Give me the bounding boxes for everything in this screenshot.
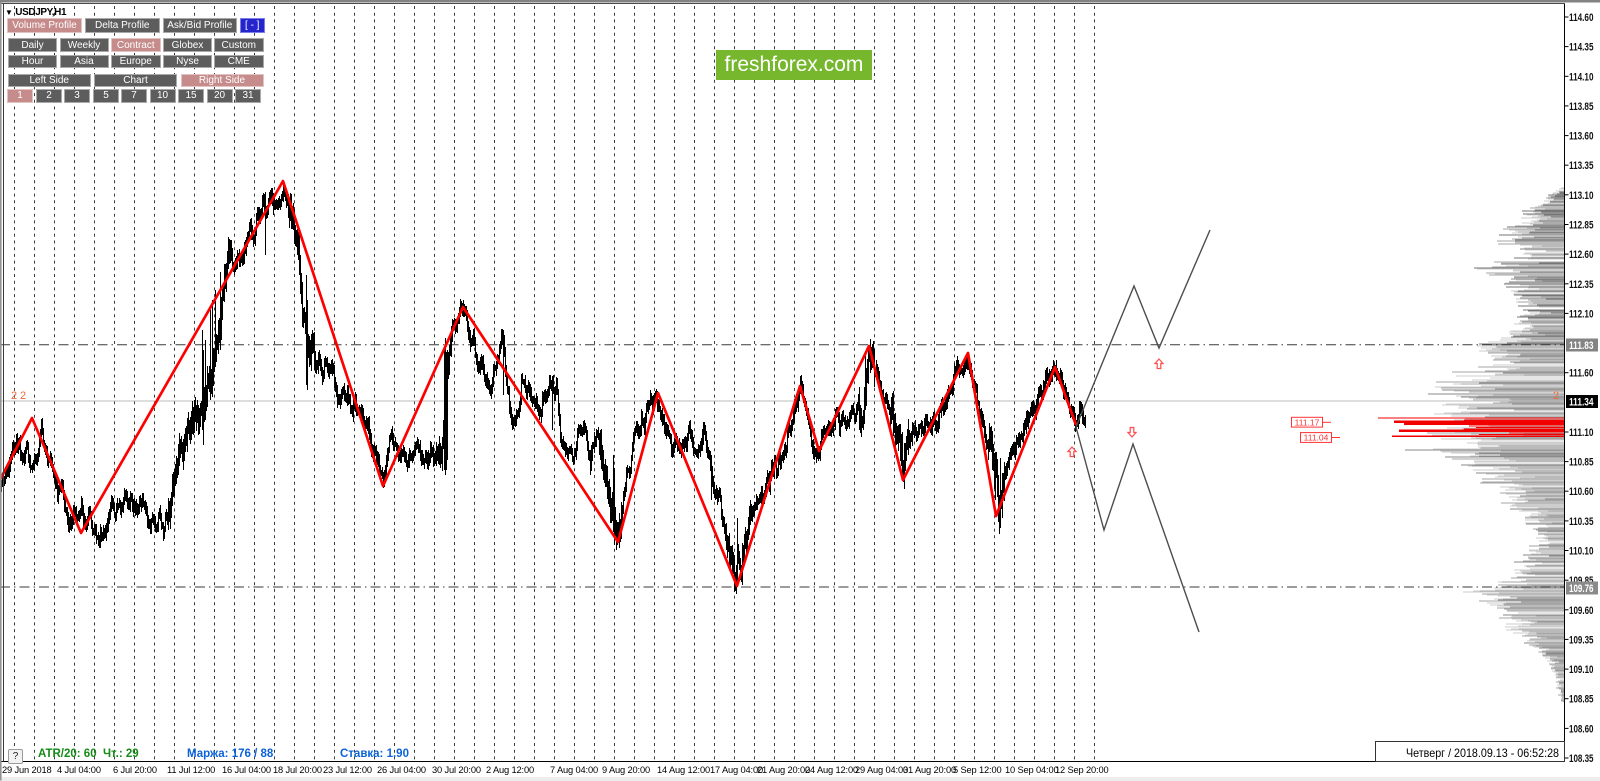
svg-text:108.85: 108.85 <box>1569 694 1594 706</box>
svg-text:23 Jul 12:00: 23 Jul 12:00 <box>323 765 372 775</box>
svg-text:5 Sep 12:00: 5 Sep 12:00 <box>953 765 1002 775</box>
svg-text:14 Aug 12:00: 14 Aug 12:00 <box>657 765 710 775</box>
svg-text:12 Sep 20:00: 12 Sep 20:00 <box>1055 765 1109 775</box>
svg-text:29 Jun 2018: 29 Jun 2018 <box>2 765 52 775</box>
svg-text:108.60: 108.60 <box>1569 723 1594 735</box>
svg-text:2: 2 <box>20 390 26 402</box>
svg-text:9 Aug 20:00: 9 Aug 20:00 <box>602 765 650 775</box>
svg-text:111.83: 111.83 <box>1569 340 1594 352</box>
svg-text:6 Jul 20:00: 6 Jul 20:00 <box>113 765 157 775</box>
svg-text:11 Jul 12:00: 11 Jul 12:00 <box>167 765 215 775</box>
svg-text:112.60: 112.60 <box>1569 249 1594 261</box>
svg-text:111.60: 111.60 <box>1569 368 1594 380</box>
svg-text:10 Sep 04:00: 10 Sep 04:00 <box>1005 765 1059 775</box>
svg-text:18 Jul 20:00: 18 Jul 20:00 <box>273 765 322 775</box>
svg-text:111.17: 111.17 <box>1295 417 1320 427</box>
svg-text:2: 2 <box>11 390 17 402</box>
svg-text:17 Aug 04:00: 17 Aug 04:00 <box>710 765 763 775</box>
svg-text:109.76: 109.76 <box>1569 583 1594 595</box>
svg-text:110.85: 110.85 <box>1569 457 1594 469</box>
svg-text:4 Jul 04:00: 4 Jul 04:00 <box>57 765 101 775</box>
svg-text:111.34: 111.34 <box>1569 397 1594 409</box>
svg-text:114.60: 114.60 <box>1569 12 1594 24</box>
svg-text:113.60: 113.60 <box>1569 131 1594 143</box>
svg-text:110.60: 110.60 <box>1569 486 1594 498</box>
svg-text:114.35: 114.35 <box>1569 42 1594 54</box>
svg-text:7 Aug 04:00: 7 Aug 04:00 <box>550 765 598 775</box>
svg-text:30 Jul 20:00: 30 Jul 20:00 <box>432 765 481 775</box>
svg-text:113.35: 113.35 <box>1569 160 1594 172</box>
svg-text:109.60: 109.60 <box>1569 605 1594 617</box>
svg-text:112.85: 112.85 <box>1569 220 1594 232</box>
svg-text:112.35: 112.35 <box>1569 279 1594 291</box>
svg-text:114.10: 114.10 <box>1569 71 1594 83</box>
svg-text:108.35: 108.35 <box>1569 753 1594 765</box>
svg-text:109.10: 109.10 <box>1569 664 1594 676</box>
svg-text:111.10: 111.10 <box>1569 427 1594 439</box>
svg-text:Четверг / 2018.09.13 - 06:52:2: Четверг / 2018.09.13 - 06:52:28 <box>1406 746 1559 760</box>
svg-text:110.35: 110.35 <box>1569 516 1594 528</box>
svg-text:31 Aug 20:00: 31 Aug 20:00 <box>903 765 956 775</box>
svg-text:21 Aug 20:00: 21 Aug 20:00 <box>757 765 810 775</box>
svg-text:2: 2 <box>1553 390 1559 402</box>
svg-text:111.04: 111.04 <box>1304 433 1329 443</box>
svg-text:16 Jul 04:00: 16 Jul 04:00 <box>222 765 271 775</box>
svg-text:112.10: 112.10 <box>1569 308 1594 320</box>
svg-text:113.10: 113.10 <box>1569 190 1594 202</box>
svg-text:113.85: 113.85 <box>1569 101 1594 113</box>
svg-text:2 Aug 12:00: 2 Aug 12:00 <box>486 765 534 775</box>
svg-text:26 Jul 04:00: 26 Jul 04:00 <box>377 765 426 775</box>
svg-text:24 Aug 12:00: 24 Aug 12:00 <box>805 765 858 775</box>
svg-text:29 Aug 04:00: 29 Aug 04:00 <box>855 765 908 775</box>
svg-text:109.35: 109.35 <box>1569 634 1594 646</box>
svg-text:110.10: 110.10 <box>1569 546 1594 558</box>
